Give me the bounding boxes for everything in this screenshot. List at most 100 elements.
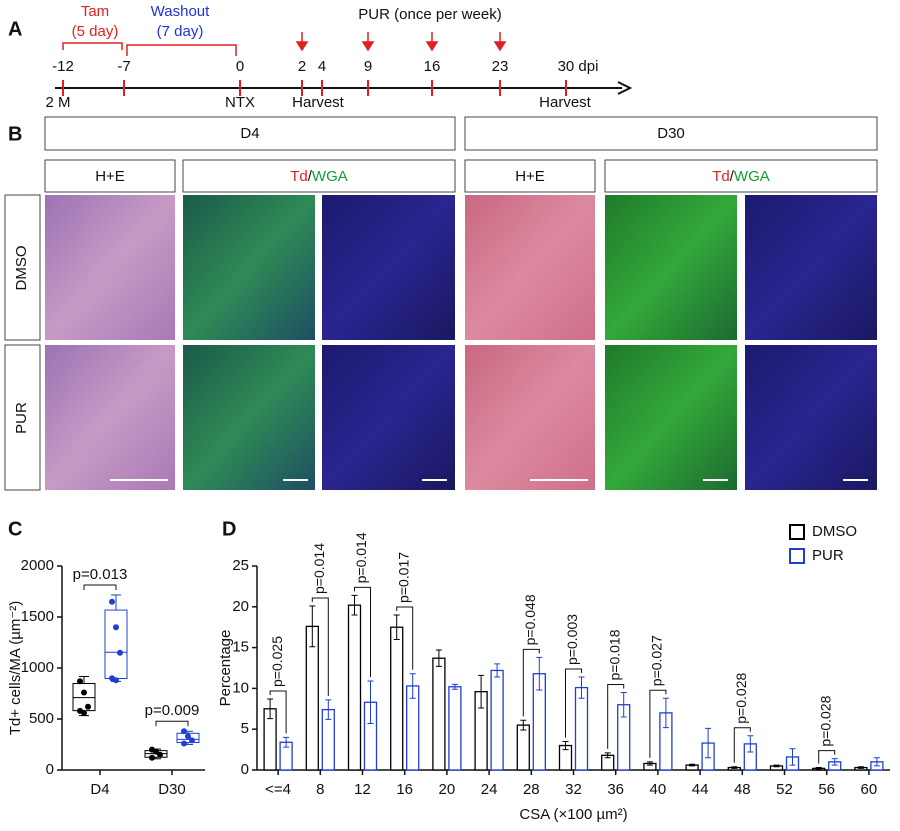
- error-bar: [747, 735, 754, 753]
- significance-bracket: [396, 606, 414, 670]
- significance-bracket: [354, 586, 371, 678]
- data-point: [149, 754, 155, 761]
- bar: [490, 669, 504, 771]
- error-bar: [325, 699, 332, 720]
- bar: [305, 625, 319, 771]
- p-value: p=0.017: [395, 552, 411, 603]
- y-tick-label: 25: [232, 557, 249, 574]
- data-point: [157, 751, 163, 758]
- micrograph: [745, 345, 877, 490]
- error-bar: [773, 764, 780, 768]
- y-tick-label: 15: [232, 639, 249, 656]
- micrograph: [605, 195, 737, 340]
- data-point: [77, 678, 83, 685]
- x-tick-label: 20: [439, 781, 456, 798]
- row-box: [4, 194, 41, 341]
- stain-header: Td/WGA: [712, 168, 770, 185]
- error-bar: [536, 656, 543, 691]
- data-point: [181, 740, 187, 747]
- p-value: p=0.009: [145, 702, 200, 719]
- stain-wga: WGA: [312, 168, 348, 185]
- x-tick-label: D30: [158, 781, 186, 798]
- timeline-tick-label: 4: [318, 58, 326, 75]
- legend-label: PUR: [812, 547, 844, 564]
- pur-schedule: PUR (once per week): [358, 6, 501, 23]
- x-tick-label: D4: [90, 781, 109, 798]
- stain-header: Td/WGA: [290, 168, 348, 185]
- significance-bracket: [83, 584, 117, 590]
- error-bar: [520, 719, 527, 731]
- y-tick-label: 5: [241, 720, 249, 737]
- x-tick-label: 24: [481, 781, 498, 798]
- y-tick-label: 1000: [21, 659, 54, 676]
- error-bar: [478, 674, 485, 709]
- error-bar: [267, 698, 274, 720]
- error-bar: [662, 697, 669, 729]
- stain-td: Td: [712, 168, 730, 185]
- dose-arrows: [295, 32, 507, 52]
- x-tick-label: <=4: [265, 781, 291, 798]
- bar: [448, 686, 462, 771]
- x-tick-label: 32: [565, 781, 582, 798]
- x-tick-label: 52: [776, 781, 793, 798]
- micrograph: [322, 195, 455, 340]
- data-point: [113, 624, 119, 631]
- row-box: [4, 344, 41, 491]
- p-value: p=0.025: [269, 636, 285, 687]
- header-box: [182, 159, 456, 193]
- error-bar: [393, 614, 400, 640]
- p-value: p=0.028: [817, 695, 833, 746]
- tam-label: Tam: [81, 3, 109, 20]
- error-bar: [831, 758, 838, 766]
- panel-label: B: [8, 123, 22, 145]
- x-tick-label: 16: [396, 781, 413, 798]
- timepoint-header: D30: [657, 125, 685, 142]
- micrographs: [45, 195, 877, 490]
- stain-header: H+E: [515, 168, 545, 185]
- header-box: [604, 159, 878, 193]
- timeline-tick-label: -7: [117, 58, 130, 75]
- stain-wga: WGA: [734, 168, 770, 185]
- y-tick-label: 0: [241, 761, 249, 778]
- x-tick-label: 56: [818, 781, 835, 798]
- error-bar: [435, 649, 442, 667]
- error-bar: [409, 673, 416, 699]
- washout-label: Washout: [151, 3, 210, 20]
- p-value: p=0.027: [649, 635, 665, 686]
- x-tick-label: 8: [316, 781, 324, 798]
- error-bar: [857, 766, 864, 769]
- data-point: [109, 598, 115, 605]
- error-bar: [578, 676, 585, 699]
- y-axis-label: Td+ cells/MA (µm⁻²): [7, 601, 24, 736]
- x-tick-label: 44: [692, 781, 709, 798]
- x-axis-label: CSA (×100 µm²): [519, 806, 627, 823]
- event-label: Harvest: [292, 94, 345, 111]
- error-bar: [789, 748, 796, 766]
- bar: [390, 626, 404, 771]
- error-bar: [283, 736, 290, 748]
- timeline-tick-label: 30 dpi: [558, 58, 599, 75]
- micrograph: [465, 345, 595, 490]
- x-tick-label: 36: [607, 781, 624, 798]
- timeline-tick-label: 0: [236, 58, 244, 75]
- data-point: [185, 733, 191, 740]
- error-bar: [604, 752, 611, 759]
- p-value: p=0.014: [311, 543, 327, 594]
- micrograph: [183, 345, 315, 490]
- event-label: Harvest: [539, 94, 592, 111]
- error-bar: [309, 605, 316, 648]
- timeline-tick-label: 9: [364, 58, 372, 75]
- timepoint-header: D4: [240, 125, 259, 142]
- header-box: [44, 116, 456, 151]
- y-tick-label: 2000: [21, 557, 54, 574]
- treatment-label: DMSO: [13, 246, 30, 291]
- x-tick-label: 28: [523, 781, 540, 798]
- panel-label: D: [222, 518, 236, 540]
- p-value: p=0.018: [606, 629, 622, 680]
- stain-td: Td: [290, 168, 308, 185]
- significance-bracket: [522, 648, 540, 717]
- micrograph: [45, 195, 175, 340]
- significance-bracket: [733, 727, 751, 763]
- error-bar: [351, 594, 358, 616]
